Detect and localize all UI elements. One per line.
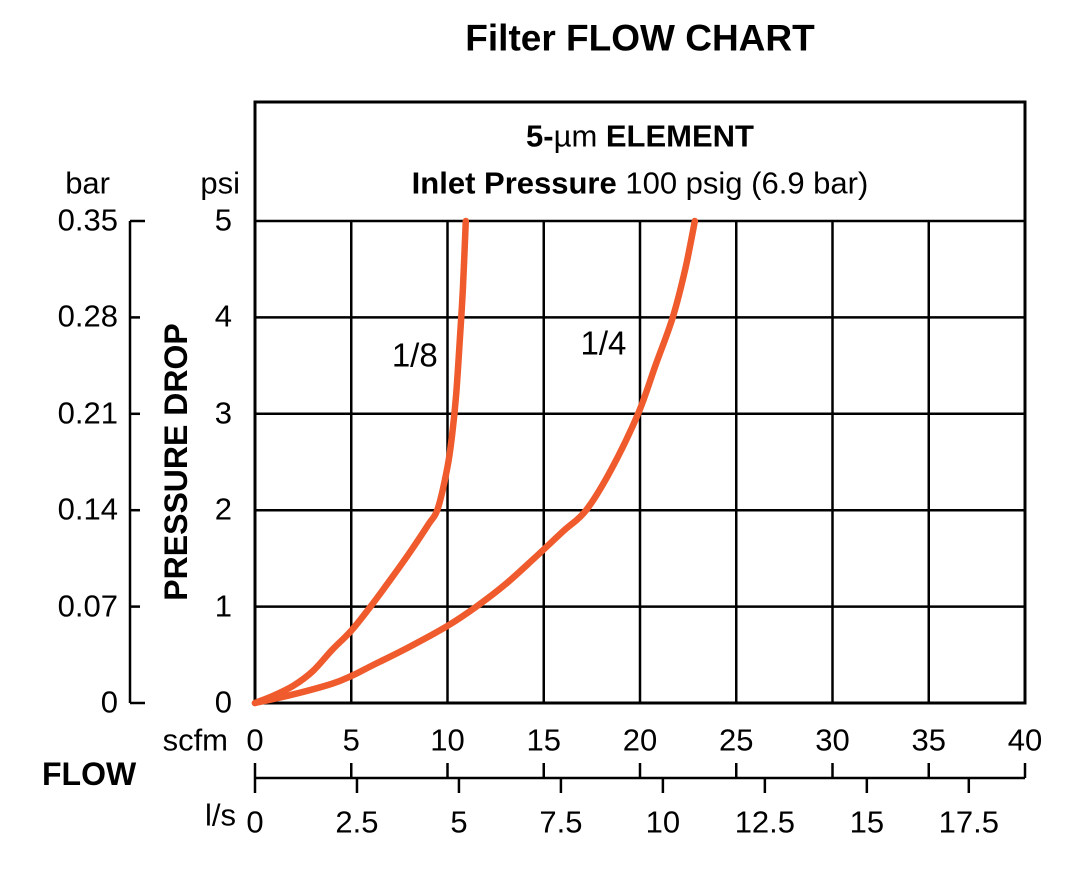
psi-unit-label: psi <box>200 165 240 201</box>
bar-tick-label: 0.14 <box>57 491 118 527</box>
ls-tick-label: 0 <box>246 804 264 840</box>
scfm-tick-label: 40 <box>1007 722 1043 758</box>
psi-tick-label: 1 <box>214 588 232 624</box>
bar-tick-label: 0 <box>100 684 118 720</box>
subtitle-inlet-pressure: Inlet Pressure 100 psig (6.9 bar) <box>411 165 869 201</box>
ls-unit-label: l/s <box>205 797 236 833</box>
ls-tick-label: 15 <box>849 804 885 840</box>
subtitle-element: 5-µm ELEMENT <box>526 118 754 154</box>
bar-tick-label: 0.35 <box>57 202 118 238</box>
psi-tick-label: 3 <box>214 395 232 431</box>
scfm-tick-label: 20 <box>622 722 658 758</box>
ls-tick-label: 5 <box>450 804 468 840</box>
scfm-unit-label: scfm <box>162 722 228 758</box>
ls-tick-label: 10 <box>645 804 681 840</box>
curve-1-8 <box>251 217 470 707</box>
scfm-tick-label: 35 <box>911 722 946 758</box>
ls-tick-label: 12.5 <box>734 804 796 840</box>
micron-symbol: µm <box>553 118 598 154</box>
scfm-tick-label: 15 <box>526 722 561 758</box>
x-axis-title: FLOW <box>42 756 137 793</box>
ls-tick-label: 17.5 <box>938 804 999 840</box>
curve-label-1-8: 1/8 <box>384 337 445 375</box>
scfm-tick-label: 30 <box>815 722 850 758</box>
subtitle-inlet-value: 100 psig (6.9 bar) <box>616 165 869 201</box>
subtitle-element-prefix: 5- <box>526 118 554 154</box>
scfm-tick-label: 0 <box>246 722 264 758</box>
bar-unit-label: bar <box>65 165 110 201</box>
bar-tick-label: 0.07 <box>57 588 118 624</box>
scfm-tick-label: 10 <box>430 722 465 758</box>
subtitle-element-suffix: ELEMENT <box>597 118 754 154</box>
psi-tick-label: 2 <box>214 491 232 527</box>
bar-tick-label: 0.21 <box>57 395 118 431</box>
ls-tick-label: 2.5 <box>335 804 379 840</box>
ls-tick-label: 7.5 <box>539 804 583 840</box>
psi-tick-label: 0 <box>214 684 232 720</box>
psi-tick-label: 4 <box>214 299 232 335</box>
curve-1-4 <box>251 217 699 707</box>
scfm-tick-label: 5 <box>342 722 360 758</box>
scfm-tick-label: 25 <box>719 722 754 758</box>
psi-tick-label: 5 <box>214 202 232 238</box>
curve-label-1-4: 1/4 <box>573 326 634 363</box>
chart-title: Filter FLOW CHART <box>465 17 815 59</box>
subtitle-inlet-bold: Inlet Pressure <box>411 165 617 201</box>
y-axis-title: PRESSURE DROP <box>158 323 195 601</box>
bar-tick-label: 0.28 <box>57 299 118 335</box>
